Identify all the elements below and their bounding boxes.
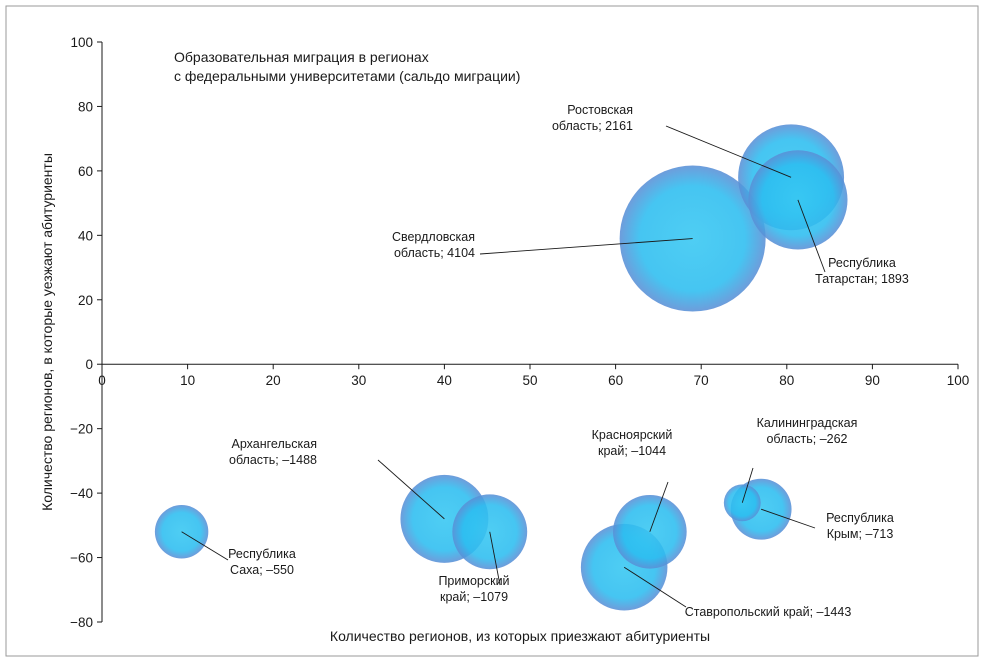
bubble-label-stavropol: Ставропольский край; –1443 bbox=[685, 605, 852, 619]
bubble-label-rostov: область; 2161 bbox=[552, 119, 633, 133]
leader-line-arkhangelsk bbox=[377, 459, 445, 520]
x-tick-label: 50 bbox=[522, 373, 537, 388]
y-tick-label: 100 bbox=[70, 35, 93, 50]
bubble-label-crimea: Республика bbox=[826, 511, 894, 525]
bubble-label-primorsky: Приморский bbox=[438, 574, 509, 588]
x-tick-label: 80 bbox=[779, 373, 794, 388]
y-tick-label: 40 bbox=[78, 228, 93, 243]
y-tick-label: 20 bbox=[78, 293, 93, 308]
bubble-label-kaliningrad: область; –262 bbox=[766, 432, 847, 446]
x-tick-label: 40 bbox=[437, 373, 452, 388]
chart-title-line-1: Образовательная миграция в регионах bbox=[174, 49, 429, 65]
y-axis-title: Количество регионов, в которые уезжают а… bbox=[39, 153, 55, 511]
leader-line-sverdlovsk bbox=[479, 238, 693, 255]
leader-line-kaliningrad bbox=[741, 467, 754, 503]
y-tick-label: 60 bbox=[78, 164, 93, 179]
bubble-label-sverdlovsk: область; 4104 bbox=[394, 246, 475, 260]
y-tick-label: −60 bbox=[70, 551, 93, 566]
bubble-label-arkhangelsk: Архангельская bbox=[232, 437, 317, 451]
bubble-label-sverdlovsk: Свердловская bbox=[392, 230, 475, 244]
leader-line-tatarstan bbox=[797, 199, 826, 273]
bubble-label-crimea: Крым; –713 bbox=[827, 527, 894, 541]
bubble-sverdlovsk bbox=[619, 165, 766, 312]
x-tick-label: 30 bbox=[351, 373, 366, 388]
x-axis-title: Количество регионов, из которых приезжаю… bbox=[330, 628, 710, 644]
bubble-label-rostov: Ростовская bbox=[567, 103, 633, 117]
x-tick-label: 20 bbox=[266, 373, 281, 388]
bubble-label-sakha: Республика bbox=[228, 547, 296, 561]
axes: 100 80 60 40 20 0 −20 −40 −60 −80 0 10 20 30 40 50 60 70 8… bbox=[70, 35, 969, 630]
bubble-label-krasnoyarsk: край; –1044 bbox=[598, 444, 666, 458]
bubble-label-sakha: Саха; –550 bbox=[230, 563, 294, 577]
leader-line-primorsky bbox=[489, 531, 501, 586]
bubble-label-krasnoyarsk: Красноярский bbox=[592, 428, 673, 442]
chart-title-line-2: с федеральными университетами (сальдо ми… bbox=[174, 68, 520, 84]
x-tick-label: 100 bbox=[947, 373, 970, 388]
bubble-label-tatarstan: Татарстан; 1893 bbox=[815, 272, 909, 286]
x-tick-label: 10 bbox=[180, 373, 195, 388]
bubble-kaliningrad bbox=[723, 484, 761, 522]
y-tick-label: 80 bbox=[78, 99, 93, 114]
y-tick-label: −40 bbox=[70, 486, 93, 501]
y-tick-label: −80 bbox=[70, 615, 93, 630]
leader-line-crimea bbox=[760, 508, 816, 529]
x-tick-label: 90 bbox=[865, 373, 880, 388]
x-tick-label: 70 bbox=[694, 373, 709, 388]
leader-line-krasnoyarsk bbox=[649, 481, 669, 532]
bubble-label-tatarstan: Республика bbox=[828, 256, 896, 270]
leader-line-rostov bbox=[665, 125, 792, 178]
leader-line-sakha bbox=[181, 531, 229, 561]
bubble-label-kaliningrad: Калининградская bbox=[757, 416, 858, 430]
leader-line-stavropol bbox=[623, 566, 687, 608]
bubble-label-arkhangelsk: область; –1488 bbox=[229, 453, 317, 467]
y-tick-label: 0 bbox=[85, 357, 93, 372]
x-tick-label: 0 bbox=[98, 373, 106, 388]
bubble-label-primorsky: край; –1079 bbox=[440, 590, 508, 604]
y-tick-label: −20 bbox=[70, 422, 93, 437]
bubble-labels: Свердловская область; 4104 Ростовская облас… bbox=[181, 103, 909, 619]
x-tick-label: 60 bbox=[608, 373, 623, 388]
